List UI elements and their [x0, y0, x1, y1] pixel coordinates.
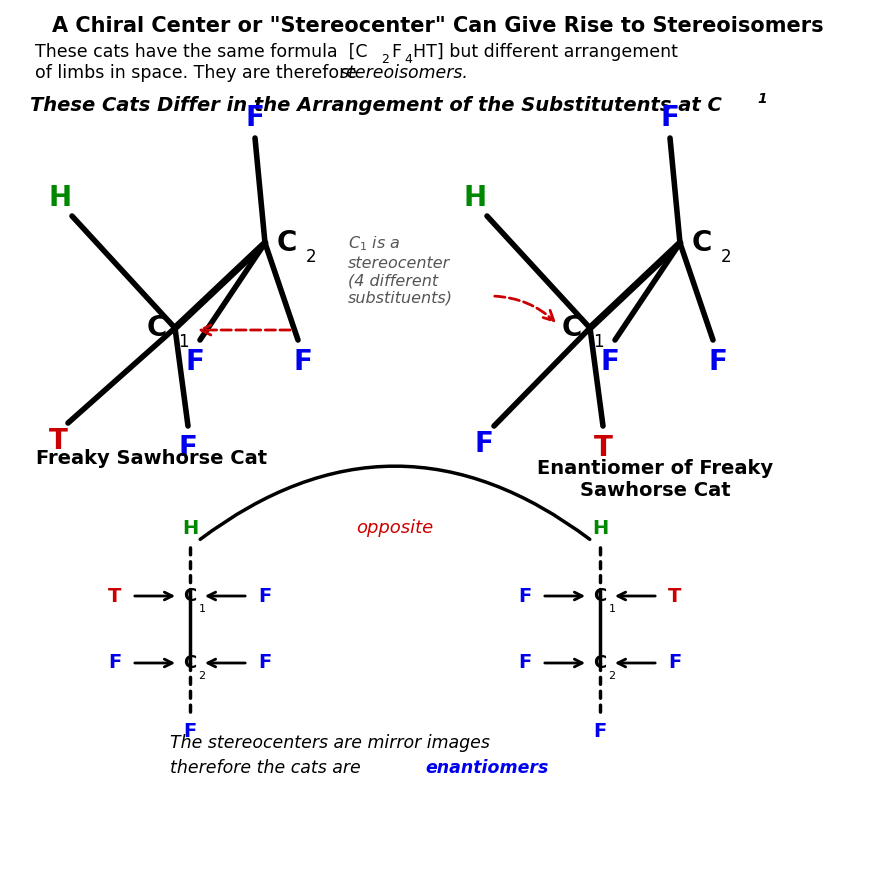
Text: The stereocenters are mirror images: The stereocenters are mirror images: [170, 734, 490, 752]
Text: F: F: [709, 348, 727, 376]
Text: enantiomers: enantiomers: [425, 759, 548, 777]
Text: F: F: [668, 654, 682, 672]
Text: T: T: [594, 434, 612, 462]
Text: H: H: [463, 184, 486, 212]
Text: F: F: [258, 654, 272, 672]
FancyArrowPatch shape: [201, 466, 590, 539]
Text: C: C: [277, 229, 297, 257]
Text: 2: 2: [609, 671, 616, 681]
Text: 1: 1: [757, 92, 766, 106]
Text: C: C: [562, 314, 583, 342]
FancyArrowPatch shape: [495, 296, 554, 321]
Text: F: F: [183, 721, 196, 741]
Text: Enantiomer of Freaky
Sawhorse Cat: Enantiomer of Freaky Sawhorse Cat: [537, 459, 773, 501]
Text: Freaky Sawhorse Cat: Freaky Sawhorse Cat: [37, 448, 267, 467]
Text: 4: 4: [404, 53, 412, 67]
Text: therefore the cats are: therefore the cats are: [170, 759, 366, 777]
FancyArrowPatch shape: [201, 325, 290, 335]
Text: These Cats Differ in the Arrangement of the Substitutents at C: These Cats Differ in the Arrangement of …: [30, 97, 722, 115]
Text: C: C: [692, 229, 712, 257]
Text: 2: 2: [306, 248, 316, 266]
Text: These cats have the same formula  [C: These cats have the same formula [C: [35, 43, 368, 61]
Text: opposite: opposite: [357, 519, 434, 537]
Text: F: F: [109, 654, 122, 672]
Text: C: C: [593, 654, 606, 672]
Text: T: T: [109, 586, 122, 606]
Text: H: H: [48, 184, 72, 212]
Text: $C_1$ is a
stereocenter
(4 different
substituents): $C_1$ is a stereocenter (4 different sub…: [348, 234, 453, 305]
Text: F: F: [186, 348, 204, 376]
Text: 1: 1: [178, 333, 188, 351]
Text: F: F: [593, 721, 606, 741]
Text: F: F: [519, 654, 532, 672]
Text: C: C: [593, 587, 606, 605]
Text: F: F: [391, 43, 401, 61]
Text: A Chiral Center or "Stereocenter" Can Give Rise to Stereoisomers: A Chiral Center or "Stereocenter" Can Gi…: [53, 16, 823, 36]
Text: C: C: [147, 314, 167, 342]
Text: 1: 1: [593, 333, 604, 351]
Text: 1: 1: [609, 604, 616, 614]
Text: F: F: [179, 434, 197, 462]
Text: F: F: [293, 348, 313, 376]
Text: stereoisomers.: stereoisomers.: [340, 64, 469, 82]
Text: F: F: [601, 348, 619, 376]
Text: C: C: [183, 654, 196, 672]
Text: T: T: [48, 427, 67, 455]
Text: H: H: [182, 519, 198, 537]
Text: 2: 2: [199, 671, 206, 681]
Text: C: C: [183, 587, 196, 605]
Text: H: H: [592, 519, 608, 537]
Text: F: F: [258, 586, 272, 606]
Text: 1: 1: [199, 604, 206, 614]
Text: 2: 2: [381, 53, 389, 67]
Text: F: F: [661, 104, 680, 132]
Text: of limbs in space. They are therefore: of limbs in space. They are therefore: [35, 64, 363, 82]
Text: F: F: [245, 104, 265, 132]
Text: HT] but different arrangement: HT] but different arrangement: [413, 43, 678, 61]
Text: 2: 2: [721, 248, 731, 266]
Text: F: F: [519, 586, 532, 606]
Text: F: F: [475, 430, 493, 458]
Text: T: T: [668, 586, 682, 606]
